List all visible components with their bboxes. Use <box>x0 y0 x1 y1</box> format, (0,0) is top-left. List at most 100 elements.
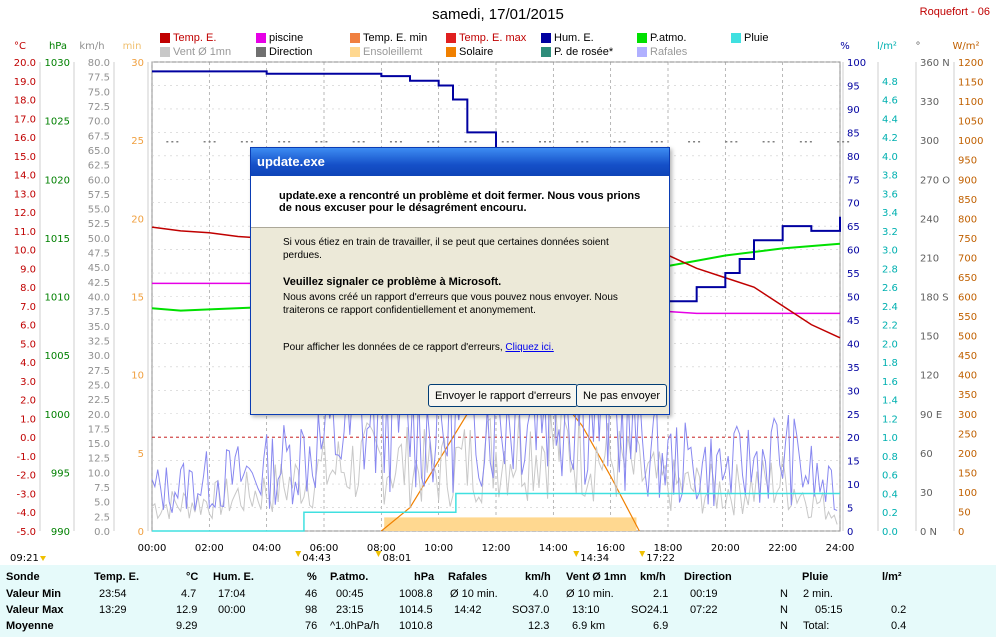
legend-label: Ensoleillemt <box>363 46 423 58</box>
min-tick-label: 20 <box>131 214 144 225</box>
pct-tick-label: 20 <box>847 433 860 444</box>
kmh-tick-label: 5.0 <box>94 498 110 509</box>
gust-unit: km/h <box>525 571 551 583</box>
rain-tick-label: 4.8 <box>882 77 898 88</box>
min-tick-label: 25 <box>131 136 144 147</box>
dir-tick-label: 330 <box>920 97 939 108</box>
temp-tick-label: 1.0 <box>20 414 36 425</box>
temp-tick-label: 9.0 <box>20 264 36 275</box>
rain-max-value: 0.2 <box>891 604 907 616</box>
pct-tick-label: 90 <box>847 105 860 116</box>
legend-swatch <box>256 47 266 57</box>
pct-tick-label: 70 <box>847 199 860 210</box>
x-tick-label: 02:00 <box>195 543 224 554</box>
rain-tick-label: 4.6 <box>882 96 898 107</box>
rain-tick-label: 1.4 <box>882 396 898 407</box>
pct-tick-label: 60 <box>847 246 860 257</box>
hum-unit: % <box>307 571 317 583</box>
legend-label: Direction <box>269 46 313 58</box>
wm2-tick-label: 1150 <box>958 78 983 89</box>
wm2-tick-label: 150 <box>958 468 977 479</box>
wind-header: Vent Ø 1mn <box>566 571 627 583</box>
sun-marker <box>639 551 646 557</box>
rain-total: 0.4 <box>891 620 907 632</box>
x-tick-label: 14:00 <box>539 543 568 554</box>
rain-tick-label: 4.2 <box>882 133 898 144</box>
kmh-tick-label: 65.0 <box>88 146 110 157</box>
wind-avg: 6.9 <box>653 620 669 632</box>
x-tick-label: 18:00 <box>654 543 683 554</box>
temp-tick-label: 7.0 <box>20 302 36 313</box>
rain-tick-label: 1.8 <box>882 358 898 369</box>
kmh-tick-label: 7.5 <box>94 483 110 494</box>
rain-line <box>152 492 840 532</box>
sunrise-label: 09:21 <box>10 553 39 564</box>
legend-label: Hum. E. <box>554 32 594 44</box>
kmh-tick-label: 70.0 <box>88 117 110 128</box>
kmh-tick-label: 2.5 <box>94 512 110 523</box>
wm2-tick-label: 1100 <box>958 97 983 108</box>
details-link[interactable]: Cliquez ici. <box>505 342 554 353</box>
patm-avg: 1010.8 <box>399 620 433 632</box>
pct-tick-label: 10 <box>847 480 860 491</box>
wm2-tick-label: 700 <box>958 253 977 264</box>
kmh-tick-label: 15.0 <box>88 439 110 450</box>
wm2-tick-label: 250 <box>958 429 977 440</box>
dir-min-time: 00:19 <box>690 588 718 600</box>
axis-unit-label: °C <box>14 41 26 52</box>
legend-swatch <box>637 47 647 57</box>
temp-tick-label: 19.0 <box>14 77 36 88</box>
temp-tick-label: -5.0 <box>16 527 36 538</box>
rain-tick-label: 2.6 <box>882 283 898 294</box>
kmh-tick-label: 25.0 <box>88 380 110 391</box>
legend-item: Ensoleillemt <box>350 46 422 58</box>
pct-tick-label: 85 <box>847 128 860 139</box>
dir-tick-label: 270 O <box>920 175 950 186</box>
legend-item: Pluie <box>731 32 768 44</box>
patm-max-time: 23:15 <box>336 604 364 616</box>
send-report-button[interactable]: Envoyer le rapport d'erreurs <box>428 384 578 407</box>
pct-tick-label: 0 <box>847 527 853 538</box>
dialog-title[interactable]: update.exe <box>251 148 669 176</box>
wind-max-dir: SO <box>631 604 647 616</box>
wm2-tick-label: 200 <box>958 449 977 460</box>
rain-tick-label: 3.8 <box>882 171 898 182</box>
gust-min-value: 4.0 <box>533 588 549 600</box>
kmh-tick-label: 42.5 <box>88 278 110 289</box>
dialog-text-3: Pour afficher les données de ce rapport … <box>283 341 649 354</box>
legend-swatch <box>446 47 456 57</box>
axis-unit-label: min <box>123 41 142 52</box>
temp-tick-label: 6.0 <box>20 321 36 332</box>
dir-max-time: 07:22 <box>690 604 718 616</box>
temp-avg: 9.29 <box>176 620 198 632</box>
rain-tick-label: 0.0 <box>882 527 898 538</box>
wind-line <box>151 395 838 525</box>
temp-tick-label: 8.0 <box>20 283 36 294</box>
legend-swatch <box>160 33 170 43</box>
gust-min-label: Ø 10 min. <box>450 588 498 600</box>
axis-unit-label: % <box>840 41 850 52</box>
temp-tick-label: 13.0 <box>14 189 36 200</box>
wm2-tick-label: 900 <box>958 175 977 186</box>
patm-unit: hPa <box>414 571 435 583</box>
legend-item: Rafales <box>637 46 687 58</box>
pct-tick-label: 80 <box>847 152 860 163</box>
temp-tick-label: -4.0 <box>16 508 36 519</box>
rain-tick-label: 3.0 <box>882 246 898 257</box>
x-tick-label: 22:00 <box>768 543 797 554</box>
hpa-tick-label: 1015 <box>45 234 70 245</box>
legend-swatch <box>350 33 360 43</box>
legend-swatch <box>350 47 360 57</box>
pct-tick-label: 45 <box>847 316 860 327</box>
kmh-tick-label: 27.5 <box>88 366 110 377</box>
gust-max-value: 37.0 <box>528 604 550 616</box>
x-tick-label: 10:00 <box>424 543 453 554</box>
wm2-tick-label: 350 <box>958 390 977 401</box>
sun-time-label: 14:34 <box>580 553 609 564</box>
x-tick-label: 20:00 <box>711 543 740 554</box>
legend-label: Temp. E. min <box>363 32 428 44</box>
wm2-tick-label: 950 <box>958 156 977 167</box>
rain-tick-label: 4.0 <box>882 152 898 163</box>
dont-send-button[interactable]: Ne pas envoyer <box>576 384 668 407</box>
wm2-tick-label: 300 <box>958 410 977 421</box>
